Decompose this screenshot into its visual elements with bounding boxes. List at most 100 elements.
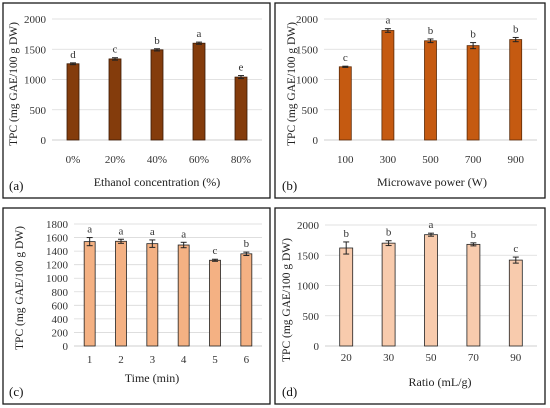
panel-c-y-tick-label: 1600 [46, 233, 69, 245]
panel-c-x-tick-label: 3 [150, 354, 156, 366]
panel-d-significance-letter: a [429, 219, 434, 231]
panel-a-plot: 0 500 1000 1500 2000 d 0% c 20% b 40% a 60% e 80% [24, 14, 262, 166]
panel-c-y-tick-label: 1000 [46, 273, 69, 285]
panel-b-bar [466, 45, 480, 141]
panel-c-y-tick-label: 400 [52, 314, 69, 326]
panel-b-label: (b) [282, 178, 297, 193]
panel-c-y-axis-title: TPC (mg GAE/100 g DW) [14, 226, 26, 350]
panel-c-significance-letter: b [244, 238, 250, 250]
panel-c-significance-letter: a [150, 226, 155, 238]
panel-b-bar [424, 40, 437, 141]
panel-c-x-tick-label: 1 [87, 354, 93, 366]
panel-a-x-tick-label: 80% [231, 154, 251, 166]
panel-c: (c) Time (min) TPC (mg GAE/100 g DW) 0 20… [2, 207, 271, 405]
panel-c-y-tick-label: 0 [63, 341, 69, 353]
panel-d-x-tick-label: 90 [510, 352, 522, 364]
panel-a-x-axis-title: Ethanol concentration (%) [94, 175, 221, 189]
panel-b-significance-letter: b [428, 25, 434, 37]
panel-c-x-tick-label: 4 [181, 354, 187, 366]
panel-d-x-tick-label: 70 [468, 352, 480, 364]
panel-a-y-axis-title: TPC (mg GAE/100 g DW) [8, 22, 20, 146]
panel-d: (d) Ratio (mL/g) TPC (mg GAE/100 g DW) 0… [274, 207, 546, 405]
panel-c-significance-letter: a [181, 228, 186, 240]
panel-a-significance-letter: c [113, 44, 118, 56]
panel-c-y-tick-label: 200 [52, 327, 69, 339]
panel-c-y-tick-label: 600 [52, 300, 69, 312]
panel-c-label: (c) [9, 384, 23, 399]
panel-b-significance-letter: b [470, 29, 476, 41]
panel-b-bar [509, 39, 523, 141]
panel-d-y-tick-label: 0 [314, 341, 320, 353]
panel-b-x-axis-title: Microwave power (W) [377, 175, 487, 189]
panel-c-significance-letter: a [87, 224, 92, 236]
panel-a-significance-letter: b [154, 35, 160, 47]
panel-d-y-tick-label: 500 [303, 311, 320, 323]
panel-b-plot: 0 500 1000 1500 2000 c 100 a 300 b 500 b 700 b 900 [296, 14, 537, 166]
panel-a-y-tick-label: 1000 [24, 75, 47, 87]
panel-d-bar [466, 243, 481, 347]
panel-c-y-tick-label: 1800 [46, 219, 69, 231]
panel-a-frame [2, 2, 271, 199]
panel-a-x-tick-label: 40% [147, 154, 167, 166]
panel-c-x-tick-label: 5 [212, 354, 218, 366]
panel-d-bar [381, 242, 396, 347]
panel-d-x-tick-label: 30 [383, 352, 395, 364]
panel-b-y-tick-label: 1500 [296, 44, 319, 56]
panel-c-x-tick-label: 2 [118, 354, 124, 366]
panel-a: (a) Ethanol concentration (%) TPC (mg GA… [2, 2, 271, 199]
panel-a-significance-letter: a [197, 28, 202, 40]
panel-b-significance-letter: c [343, 52, 348, 64]
panel-c-y-tick-label: 1200 [46, 260, 69, 272]
panel-a-x-tick-label: 60% [189, 154, 209, 166]
panel-b-y-tick-label: 500 [302, 105, 319, 117]
panel-c-bar [115, 240, 127, 347]
panel-d-y-tick-label: 1000 [297, 281, 320, 293]
panel-b-x-tick-label: 700 [465, 154, 482, 166]
panel-c-frame [2, 207, 271, 405]
panel-b-y-tick-label: 0 [313, 135, 319, 147]
panel-a-x-tick-label: 20% [105, 154, 125, 166]
panel-b-x-tick-label: 500 [422, 154, 439, 166]
panel-d-frame [274, 207, 546, 405]
panel-c-bar [209, 259, 221, 347]
panel-b-x-tick-label: 300 [380, 154, 397, 166]
panel-d-bar [339, 247, 354, 347]
panel-b-frame [274, 2, 546, 199]
panel-c-significance-letter: c [213, 245, 218, 257]
panel-a-y-tick-label: 500 [30, 105, 47, 117]
panel-c-bar [177, 244, 190, 347]
panel-d-y-axis-title: TPC (mg GAE/100 g DW) [281, 238, 293, 362]
panel-a-significance-letter: d [70, 49, 76, 61]
panel-d-plot: 0 500 1000 1500 2000 b 20 b 30 a 50 b 70 c 90 [297, 219, 537, 364]
panel-d-significance-letter: b [386, 227, 392, 239]
panel-b-y-axis-title: TPC (mg GAE/100 g DW) [286, 22, 298, 146]
panel-c-bar [240, 253, 253, 347]
panel-b: (b) Microwave power (W) TPC (mg GAE/100 … [274, 2, 546, 199]
panel-c-bar [83, 241, 96, 347]
panel-d-y-tick-label: 2000 [297, 220, 320, 232]
panel-b-significance-letter: b [513, 23, 519, 35]
panel-b-y-tick-label: 2000 [296, 14, 319, 26]
panel-b-x-tick-label: 900 [507, 154, 524, 166]
panel-d-x-axis-title: Ratio (mL/g) [409, 375, 472, 389]
panel-b-bar [338, 66, 352, 141]
panel-b-x-tick-label: 100 [337, 154, 354, 166]
panel-a-y-tick-label: 2000 [24, 14, 47, 26]
panel-c-y-tick-label: 800 [52, 287, 69, 299]
panel-d-bar [508, 259, 523, 347]
panel-d-significance-letter: b [471, 229, 477, 241]
panel-a-y-tick-label: 0 [41, 135, 47, 147]
panel-d-x-tick-label: 20 [341, 352, 353, 364]
panel-d-significance-letter: b [343, 228, 349, 240]
panel-d-y-tick-label: 1500 [297, 250, 320, 262]
panel-a-bar [234, 76, 248, 141]
panel-c-y-tick-label: 1400 [46, 246, 69, 258]
panel-c-significance-letter: a [119, 225, 124, 237]
panel-a-y-tick-label: 1500 [24, 44, 47, 56]
panel-d-label: (d) [282, 384, 297, 399]
panel-b-significance-letter: a [385, 15, 390, 27]
panel-a-significance-letter: e [239, 62, 244, 74]
panel-c-x-axis-title: Time (min) [125, 371, 180, 385]
